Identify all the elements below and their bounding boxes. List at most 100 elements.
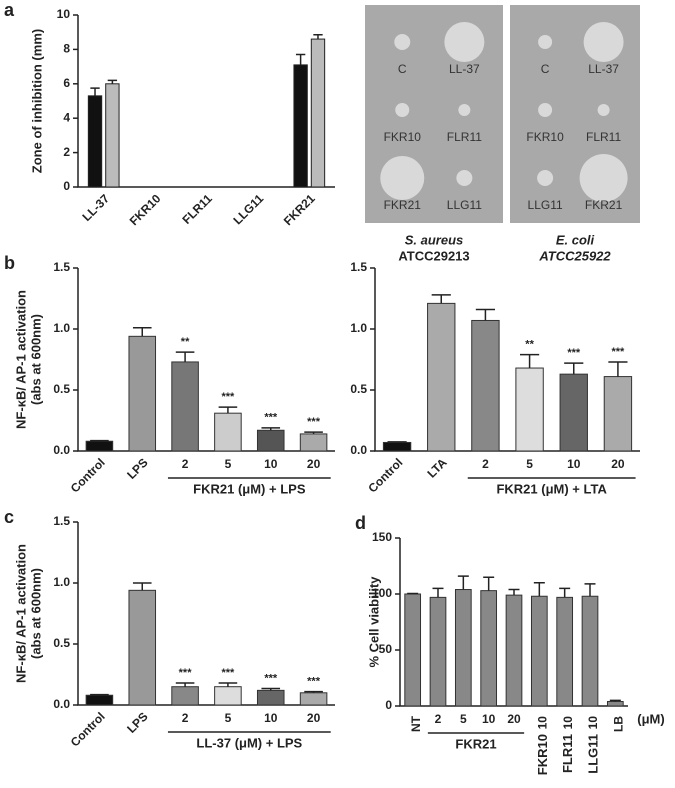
axis (77, 268, 335, 452)
bar (515, 367, 544, 452)
bar (87, 95, 103, 188)
significance: *** (221, 667, 235, 679)
error-bar (304, 431, 323, 434)
bar (85, 694, 114, 706)
error-bar (519, 353, 540, 369)
x-tick-label: 20 (611, 457, 625, 471)
significance: *** (221, 391, 235, 403)
panel-letter: c (4, 507, 14, 527)
error-bar (261, 687, 281, 691)
error-bar (175, 351, 195, 362)
strain: ATCC29213 (398, 248, 469, 263)
x-tick-label: NT (409, 715, 423, 732)
x-tick-label: 10 (264, 457, 278, 471)
y-axis-label: Zone of inhibition (mm) (29, 29, 44, 173)
x-tick-label: 10 (561, 716, 575, 730)
x-tick-label: FKR10 (127, 191, 164, 228)
x-tick-label: 2 (182, 711, 189, 725)
x-tick-label: 5 (526, 457, 533, 471)
error-bar (457, 575, 469, 590)
y-tick-label: 0 (63, 179, 70, 193)
bar (505, 594, 523, 707)
bar (171, 686, 199, 706)
bar (128, 589, 157, 706)
bar (454, 589, 472, 707)
panel-letter: b (4, 253, 15, 273)
error-bar (475, 308, 496, 321)
y-tick-label: 0.0 (350, 443, 367, 457)
x-tick-label: FKR21 (281, 191, 318, 228)
error-bar (261, 427, 281, 431)
error-bar (432, 587, 444, 598)
error-bar (564, 362, 584, 375)
error-bar (132, 327, 152, 337)
group-label: FKR21 (μM) + LPS (193, 481, 306, 496)
bar (603, 376, 633, 452)
x-tick-label: 5 (460, 712, 467, 726)
inhibition-zone (444, 22, 485, 62)
y-tick-label: 1.0 (53, 321, 70, 335)
spot-label: C (541, 62, 550, 76)
error-bar (483, 576, 495, 591)
x-tick-label: 5 (225, 711, 232, 725)
bar (429, 596, 447, 707)
y-axis-label: (abs at 600nm) (28, 568, 43, 659)
x-tick-label: 10 (567, 457, 581, 471)
x-tick-label: Control (68, 455, 108, 495)
y-tick-label: 100 (372, 586, 392, 600)
x-tick-label: LPS (124, 455, 150, 481)
error-bar (559, 587, 571, 598)
x-tick-label: 5 (225, 457, 232, 471)
x-tick-label: 20 (307, 457, 321, 471)
unit-label: (μM) (637, 711, 664, 726)
error-bar (508, 588, 520, 596)
y-axis-label: NF-κB/ AP-1 activation (13, 544, 28, 683)
spot-label: FKR10 (384, 130, 422, 144)
error-bar (313, 34, 323, 40)
y-tick-label: 1.0 (53, 575, 70, 589)
error-bar (304, 690, 323, 693)
x-tick-label: FLR11 (179, 191, 215, 227)
peptide-label: FKR10 (535, 734, 550, 775)
spot-label: LL-37 (588, 62, 619, 76)
bar (581, 595, 599, 707)
bar (85, 440, 114, 452)
panel-letter: a (4, 0, 15, 20)
inhibition-zone (538, 35, 553, 49)
y-axis-label: % Cell viability (366, 576, 381, 668)
group-label: FKR21 (μM) + LTA (496, 481, 607, 496)
error-bar (90, 693, 109, 696)
y-tick-label: 1.5 (53, 514, 70, 528)
significance: *** (611, 346, 625, 358)
error-bar (609, 699, 621, 702)
x-tick-label: 10 (536, 716, 550, 730)
bar (256, 689, 285, 706)
y-axis-label: (abs at 600nm) (28, 314, 43, 405)
significance: ** (181, 336, 190, 348)
significance: *** (264, 672, 278, 684)
y-tick-label: 10 (57, 7, 71, 21)
y-tick-label: 1.0 (350, 321, 367, 335)
significance: *** (567, 347, 581, 359)
group-label: LL-37 (μM) + LPS (196, 735, 302, 750)
y-tick-label: 0.5 (53, 382, 70, 396)
spot-label: FKR21 (585, 198, 623, 212)
bar (427, 302, 456, 452)
x-tick-label: LB (612, 716, 626, 732)
bar (382, 441, 412, 452)
error-bar (584, 583, 596, 597)
x-tick-label: LTA (424, 455, 449, 480)
bar (559, 373, 588, 452)
axis (77, 522, 335, 706)
spot-label: LL-37 (449, 62, 480, 76)
bar (128, 335, 157, 452)
x-tick-label: 2 (182, 457, 189, 471)
x-tick-label: LPS (124, 709, 150, 735)
inhibition-zone (394, 34, 411, 50)
bar (293, 64, 308, 188)
spot-label: LLG11 (528, 198, 563, 212)
x-tick-label: 2 (435, 712, 442, 726)
error-bar (295, 53, 306, 65)
y-tick-label: 50 (379, 642, 393, 656)
